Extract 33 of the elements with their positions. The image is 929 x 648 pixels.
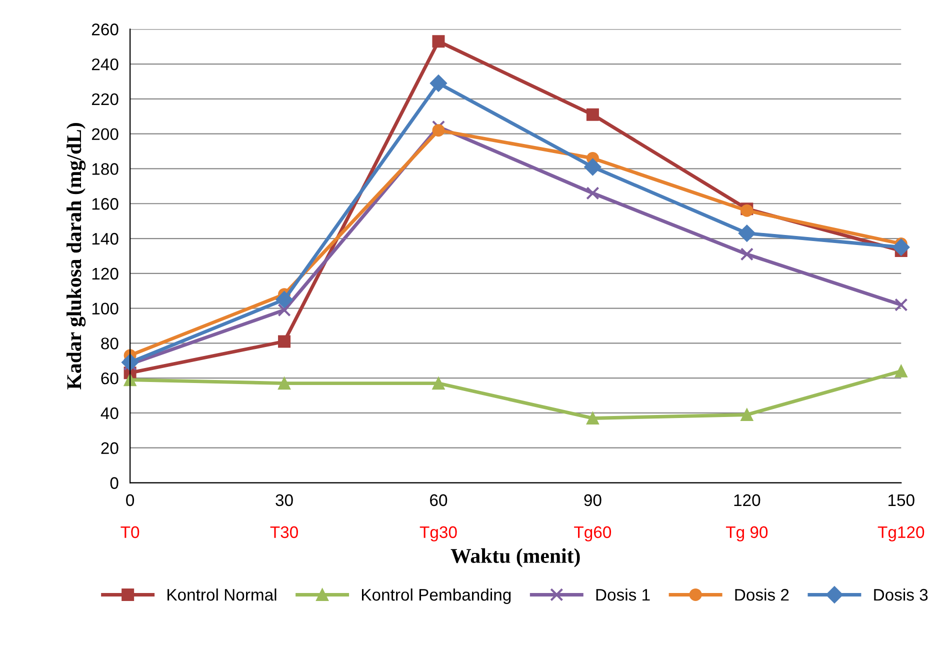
- x-tick-label: 60: [430, 494, 448, 506]
- y-tick-label: 140: [92, 232, 118, 245]
- y-tick-label: 100: [92, 302, 118, 314]
- text: Tg 90: [726, 526, 768, 542]
- y-tick-label: 0: [110, 477, 118, 489]
- legend-label: Kontrol Normal: [168, 588, 276, 601]
- x-tick-label: 30: [276, 494, 293, 506]
- legend-label: Kontrol Pembanding: [362, 588, 511, 604]
- y-tick-label: 60: [101, 372, 118, 384]
- y-tick-label: 200: [92, 128, 118, 140]
- text: Tg120: [878, 526, 924, 542]
- x-axis-title: Waktu (menit): [450, 548, 580, 568]
- y-tick-label: 80: [101, 338, 118, 350]
- y-tick-label: 260: [92, 24, 118, 36]
- y-tick-label: 240: [92, 58, 118, 70]
- y-tick-label: 220: [92, 93, 118, 106]
- y-tick-label: 20: [101, 442, 118, 454]
- x-tick-label: 120: [734, 494, 760, 506]
- y-tick-label: 40: [100, 407, 118, 420]
- y-tick-label: 160: [92, 198, 118, 210]
- legend-label: Dosis 3: [874, 588, 928, 601]
- x-tick-label: 90: [584, 494, 602, 506]
- legend-label: Dosis 1: [596, 588, 650, 601]
- legend-label: Dosis 2: [735, 588, 789, 601]
- text: T0: [120, 526, 140, 538]
- x-tick-label: 150: [888, 494, 914, 506]
- x-tick-label: 0: [126, 494, 134, 506]
- text: Tg30: [420, 526, 457, 542]
- y-axis-title: Kadar glukosa darah (mg/dL): [66, 123, 86, 390]
- y-tick-label: 120: [92, 268, 118, 280]
- text: Tg60: [574, 526, 612, 542]
- text: T30: [270, 526, 298, 538]
- y-tick-label: 180: [92, 163, 118, 175]
